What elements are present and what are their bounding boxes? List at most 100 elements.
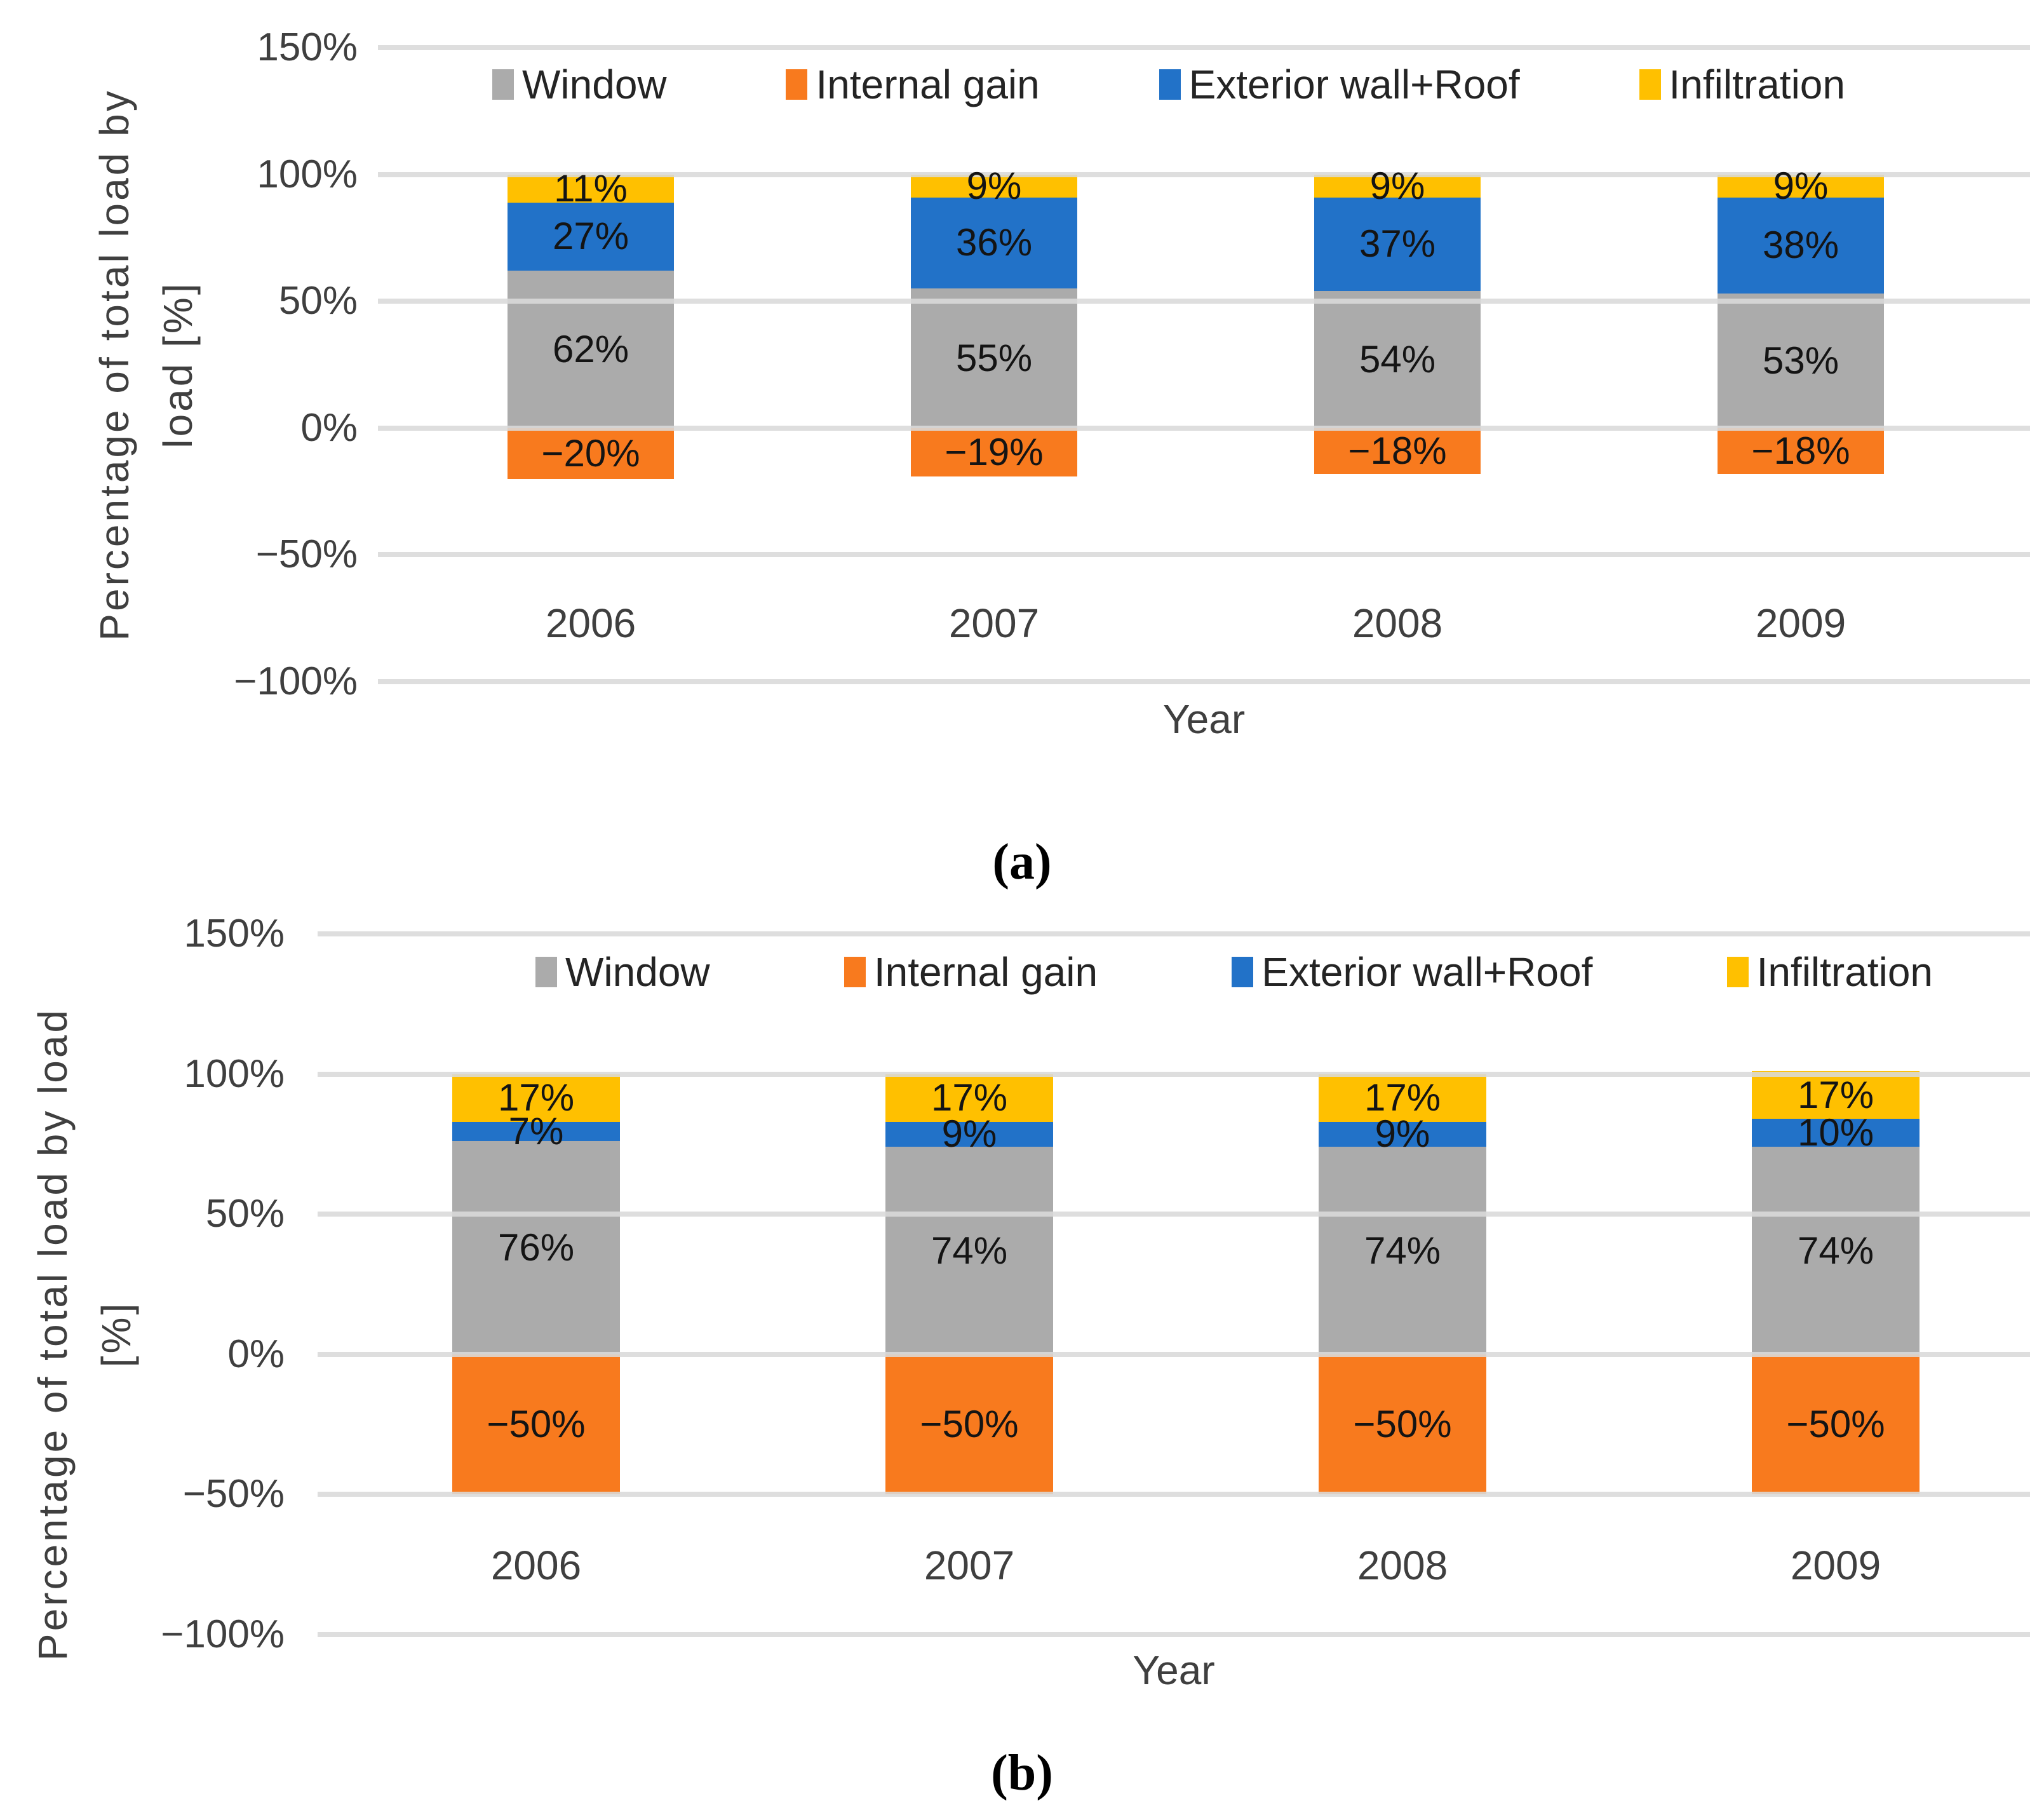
y-tick-label: −100%: [161, 1612, 285, 1656]
bar-segment-label: 17%: [1797, 1073, 1874, 1116]
bar-segment-label: 9%: [966, 164, 1022, 207]
gridline-50: [378, 299, 2030, 304]
y-tick-label: −50%: [182, 1472, 285, 1516]
bar-segment-window: [508, 271, 674, 428]
bar-segment-infiltration: [1314, 174, 1481, 198]
bar-segment-window: [1319, 1147, 1486, 1354]
y-axis-title-line: load [%]: [155, 281, 201, 449]
gridline--100: [318, 1632, 2030, 1637]
y-tick-label: 100%: [257, 152, 358, 196]
bar-segment-label: −18%: [1751, 429, 1850, 472]
bar-segment-label: 17%: [931, 1076, 1008, 1119]
legend-item-label: Exterior wall+Roof: [1188, 62, 1520, 107]
y-tick-label: −50%: [255, 532, 358, 577]
y-tick-label: 50%: [278, 279, 358, 323]
x-tick-label: 2009: [1755, 600, 1846, 646]
bar-segment-label: 9%: [1375, 1112, 1430, 1156]
legend-item-exterior-wall-roof: Exterior wall+Roof: [1232, 949, 1592, 996]
bar-segment-label: 36%: [955, 221, 1033, 264]
bar-segment-window: [1314, 291, 1481, 428]
legend-swatch-internal-gain-icon: [786, 69, 808, 100]
legend-item-label: Internal gain: [816, 62, 1040, 107]
y-tick-label: 150%: [257, 25, 358, 69]
y-tick-label: −100%: [234, 659, 358, 703]
bar-segment-label: −50%: [1786, 1403, 1885, 1446]
bar-segment-infiltration: [1319, 1074, 1486, 1122]
legend-item-label: Window: [565, 949, 710, 995]
y-tick-label: 0%: [227, 1332, 285, 1376]
bar-segment-window: [911, 288, 1077, 428]
x-tick-label: 2009: [1790, 1543, 1881, 1588]
gridline-0: [318, 1351, 2030, 1357]
bar-segment-exterior-wall-roof: [911, 197, 1077, 289]
y-tick-label: 150%: [184, 912, 285, 956]
y-axis-title-line: Percentage of total load by load: [30, 1007, 76, 1661]
legend-swatch-internal-gain-icon: [844, 957, 866, 987]
bar-segment-infiltration: [911, 174, 1077, 198]
bar-segment-label: 54%: [1359, 338, 1436, 381]
y-axis-title: Percentage of total load by load [%]: [83, 88, 210, 640]
bar-segment-internal-gain: [1752, 1354, 1920, 1495]
figure-caption-a: (a): [992, 834, 1052, 890]
bar-segment-label: 76%: [497, 1226, 575, 1269]
legend-swatch-exterior-wall-roof-icon: [1232, 957, 1254, 987]
bar-segment-window: [885, 1147, 1053, 1354]
legend-swatch-window-icon: [492, 69, 514, 100]
bar-segment-label: 7%: [508, 1110, 564, 1153]
bar-segment-internal-gain: [1314, 428, 1481, 474]
bar-segment-label: 55%: [955, 337, 1033, 380]
legend-item-infiltration: Infiltration: [1726, 949, 1933, 996]
gridline-100: [378, 172, 2030, 177]
legend-item-exterior-wall-roof: Exterior wall+Roof: [1159, 61, 1520, 108]
bar-segment-internal-gain: [508, 428, 674, 479]
legend-item-internal-gain: Internal gain: [844, 949, 1098, 996]
x-tick-label: 2008: [1357, 1543, 1448, 1588]
bar-segment-infiltration: [452, 1074, 620, 1122]
bar-segment-internal-gain: [911, 428, 1077, 476]
x-tick-label: 2006: [490, 1543, 582, 1588]
bar-segment-label: 38%: [1762, 224, 1839, 267]
y-axis-title: Percentage of total load by load [%]: [21, 1008, 148, 1661]
bar-segment-label: 53%: [1762, 339, 1839, 382]
bar-segment-window: [452, 1141, 620, 1354]
bar-segment-window: [1752, 1147, 1920, 1354]
bar-segment-label: 10%: [1797, 1111, 1874, 1154]
bar-segment-label: −19%: [945, 430, 1044, 473]
y-axis-title-line: Percentage of total load by: [91, 88, 137, 641]
bar-segment-exterior-wall-roof: [885, 1121, 1053, 1147]
bar-segment-exterior-wall-roof: [1718, 197, 1884, 294]
y-axis-title-line: [%]: [93, 1300, 139, 1368]
y-tick-label: 100%: [184, 1051, 285, 1096]
figure-caption-b: (b): [991, 1745, 1053, 1801]
legend: Window Internal gain Exterior wall+Roof Inf…: [492, 62, 1845, 107]
gridline--50: [378, 552, 2030, 558]
bar-segment-internal-gain: [885, 1354, 1053, 1495]
x-tick-label: 2007: [948, 600, 1040, 646]
bar-segment-label: −18%: [1348, 429, 1447, 472]
bar-segment-infiltration: [885, 1074, 1053, 1122]
bar-segment-label: −50%: [920, 1403, 1019, 1446]
legend-swatch-exterior-wall-roof-icon: [1159, 69, 1181, 100]
bar-segment-exterior-wall-roof: [452, 1121, 620, 1142]
gridline--100: [378, 679, 2030, 684]
legend-item-window: Window: [492, 61, 667, 108]
x-axis-title: Year: [1162, 696, 1246, 742]
bar-segment-window: [1718, 294, 1884, 428]
bar-segment-exterior-wall-roof: [1752, 1119, 1920, 1147]
x-tick-label: 2006: [545, 600, 636, 646]
bar-segment-label: 9%: [941, 1112, 997, 1156]
legend-item-label: Exterior wall+Roof: [1261, 949, 1593, 995]
legend-item-window: Window: [535, 949, 710, 996]
gridline--50: [318, 1492, 2030, 1497]
gridline-150: [318, 931, 2030, 936]
legend-item-label: Infiltration: [1756, 949, 1933, 995]
bar-segment-label: 17%: [1364, 1076, 1441, 1119]
bar-segment-exterior-wall-roof: [508, 202, 674, 271]
legend-item-label: Infiltration: [1669, 62, 1845, 107]
legend-swatch-infiltration-icon: [1726, 957, 1749, 987]
legend: Window Internal gain Exterior wall+Roof Inf…: [535, 949, 1933, 995]
legend-item-infiltration: Infiltration: [1639, 61, 1845, 108]
bar-segment-label: 27%: [552, 215, 629, 258]
legend-item-label: Internal gain: [873, 949, 1098, 995]
